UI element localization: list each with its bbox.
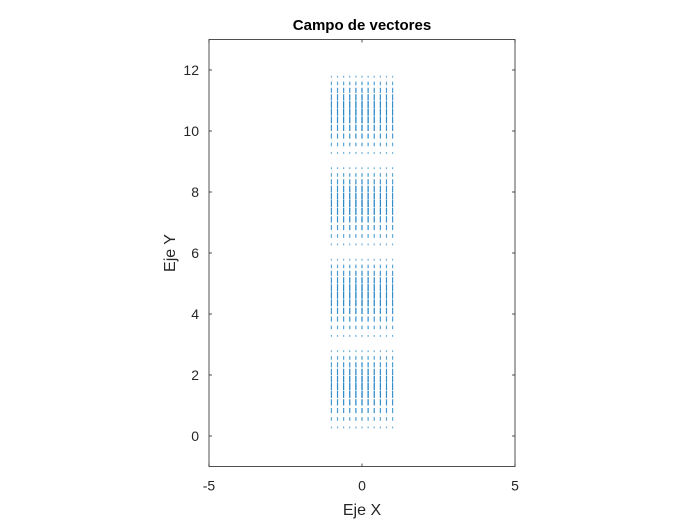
y-ticks: 0 2 4 6 8 10 12 [183, 62, 515, 444]
chart-title: Campo de vectores [293, 17, 431, 34]
y-tick-label: 8 [191, 184, 199, 200]
y-axis-label: Eje Y [162, 234, 179, 272]
x-tick-label: 0 [358, 478, 366, 494]
y-tick-label: 0 [191, 428, 199, 444]
y-tick-label: 2 [191, 367, 199, 383]
x-tick-label: 5 [511, 478, 519, 494]
x-ticks: -5 0 5 [203, 39, 519, 494]
y-tick-label: 10 [183, 123, 199, 139]
y-tick-label: 4 [191, 306, 199, 322]
y-tick-label: 6 [191, 245, 199, 261]
x-axis-label: Eje X [343, 502, 382, 519]
x-tick-label: -5 [203, 478, 216, 494]
y-tick-label: 12 [183, 62, 199, 78]
vector-field [330, 75, 394, 429]
